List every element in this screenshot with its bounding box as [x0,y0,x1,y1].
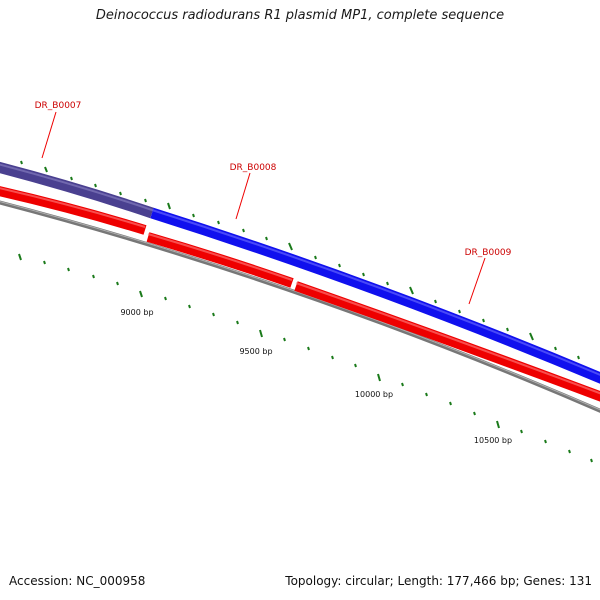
gene-label-line-1 [41,111,57,159]
tick-marks [18,160,593,463]
gene-label-line-3 [468,257,486,305]
gene-arrow-forward-faded[interactable] [0,161,154,219]
gene-arrow-reverse-3[interactable] [294,281,600,402]
reverse-strand [0,186,600,402]
gene-label-line-2 [235,172,251,220]
gene-label-dr-b0007[interactable]: DR_B0007 [35,101,82,111]
gene-arrow-reverse-1[interactable] [0,186,147,235]
gene-label-dr-b0008[interactable]: DR_B0008 [230,163,277,173]
accession-text: Accession: NC_000958 [9,574,146,588]
forward-strand [0,161,600,384]
scale-label: 10500 bp [474,436,512,445]
gene-arrow-forward-1[interactable] [150,207,600,384]
map-title: Deinococcus radiodurans R1 plasmid MP1, … [95,8,505,23]
scale-label: 10000 bp [355,390,393,399]
backbone-track [0,200,600,413]
scale-label: 9000 bp [120,308,153,317]
scale-label: 9500 bp [239,347,272,356]
gene-label-dr-b0009[interactable]: DR_B0009 [465,248,512,258]
gene-arrow-reverse-2[interactable] [146,232,294,288]
sequence-summary: Topology: circular; Length: 177,466 bp; … [285,574,592,588]
